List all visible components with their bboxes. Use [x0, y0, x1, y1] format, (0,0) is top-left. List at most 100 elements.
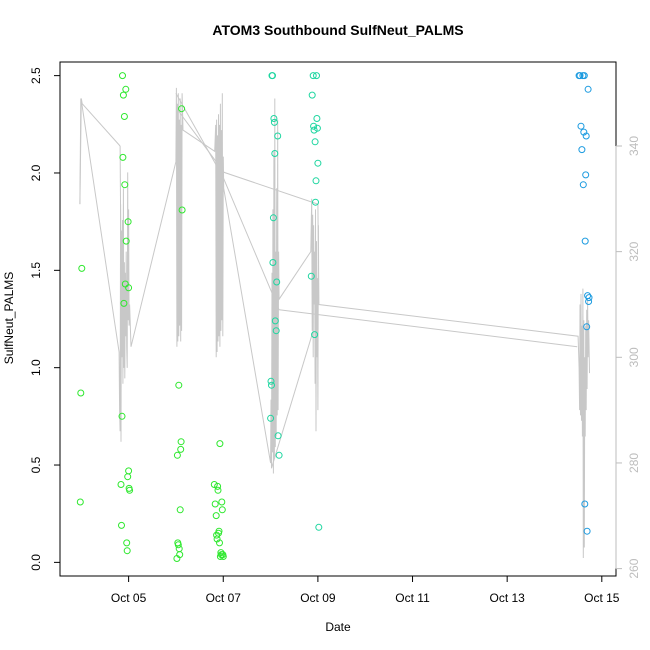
data-point	[125, 284, 133, 292]
data-point	[581, 500, 589, 508]
data-point	[219, 553, 227, 560]
data-point	[576, 72, 584, 80]
line-series-segment	[176, 108, 320, 305]
data-point	[216, 440, 224, 448]
data-point	[578, 146, 586, 154]
data-point	[211, 500, 219, 508]
y-tick-label: 1.5	[29, 262, 43, 279]
data-point	[313, 115, 321, 122]
line-series-segment	[175, 92, 280, 310]
data-point	[274, 132, 282, 140]
data-point	[173, 451, 181, 459]
data-point	[124, 218, 132, 226]
data-point	[271, 150, 279, 157]
data-point	[272, 327, 280, 335]
data-point	[582, 132, 590, 140]
data-point	[176, 506, 184, 514]
data-point	[214, 482, 222, 490]
data-point	[218, 506, 226, 514]
y-axis-label: SulfNeut_PALMS	[2, 272, 16, 365]
y-axis-left: 0.0 0.5 1.0 1.5 2.0 2.5	[29, 67, 61, 571]
data-point	[270, 115, 278, 122]
data-point	[118, 521, 125, 529]
data-point	[583, 527, 591, 535]
data-point	[212, 512, 220, 520]
x-tick-label: Oct 13	[489, 591, 525, 605]
data-point	[122, 85, 130, 93]
data-point	[117, 481, 125, 488]
data-point	[177, 438, 185, 446]
data-point	[311, 331, 319, 339]
data-point	[177, 445, 185, 453]
data-point	[267, 377, 275, 385]
y2-tick-label: 340	[627, 136, 641, 156]
data-point	[309, 72, 317, 80]
y-tick-label: 1.0	[29, 359, 43, 376]
y-tick-label: 2.5	[29, 67, 43, 84]
data-point	[121, 181, 129, 189]
data-point	[577, 122, 585, 130]
data-point	[120, 299, 128, 307]
data-point	[268, 381, 275, 389]
data-point	[585, 294, 593, 302]
data-point	[78, 264, 86, 272]
data-point	[313, 124, 321, 132]
data-point	[308, 91, 316, 99]
data-point	[269, 214, 277, 222]
y2-tick-label: 260	[627, 558, 641, 578]
data-point	[582, 171, 590, 179]
data-point	[580, 72, 588, 80]
line-series-segment	[79, 98, 121, 205]
x-tick-label: Oct 07	[206, 591, 242, 605]
data-point	[119, 72, 126, 80]
data-point	[583, 323, 591, 331]
y-axis-right: 260 280 300 320 340	[615, 136, 641, 579]
data-point	[584, 85, 592, 93]
plot-frame	[59, 61, 617, 577]
data-point	[175, 381, 183, 389]
chart-title: ATOM3 Southbound SulfNeut_PALMS	[212, 22, 463, 38]
data-point	[118, 412, 126, 420]
data-point	[218, 498, 226, 506]
data-point	[77, 389, 85, 397]
x-tick-label: Oct 15	[584, 591, 620, 605]
data-point	[312, 198, 319, 206]
x-tick-label: Oct 09	[300, 591, 336, 605]
y-tick-label: 0.5	[29, 456, 43, 473]
data-point	[178, 206, 186, 214]
data-point	[125, 467, 133, 475]
data-point	[178, 105, 186, 113]
data-point	[123, 539, 131, 547]
data-point	[176, 551, 184, 559]
data-point	[126, 486, 134, 494]
data-point	[119, 91, 127, 99]
data-point	[120, 113, 128, 120]
data-point	[311, 138, 319, 146]
data-point	[581, 237, 589, 245]
data-point	[216, 539, 223, 547]
data-point	[123, 547, 131, 555]
data-point	[312, 177, 320, 185]
y-tick-label: 0.0	[29, 554, 43, 571]
x-axis-label: Date	[325, 620, 351, 634]
data-point	[273, 278, 281, 286]
line-series-segment	[271, 330, 314, 469]
line-series	[79, 87, 590, 559]
data-point	[310, 122, 318, 130]
data-point	[215, 527, 223, 535]
data-point	[76, 498, 84, 506]
x-tick-label: Oct 05	[111, 591, 147, 605]
data-point	[119, 153, 127, 161]
data-point	[579, 181, 587, 189]
data-point	[315, 523, 323, 531]
y2-tick-label: 280	[627, 453, 641, 473]
x-tick-label: Oct 11	[395, 591, 430, 605]
data-point	[174, 541, 182, 549]
line-series-path	[79, 87, 590, 559]
point-series	[76, 72, 593, 562]
data-point	[314, 159, 322, 167]
data-point	[275, 451, 283, 459]
data-point	[269, 259, 277, 266]
y2-tick-label: 300	[627, 347, 641, 367]
